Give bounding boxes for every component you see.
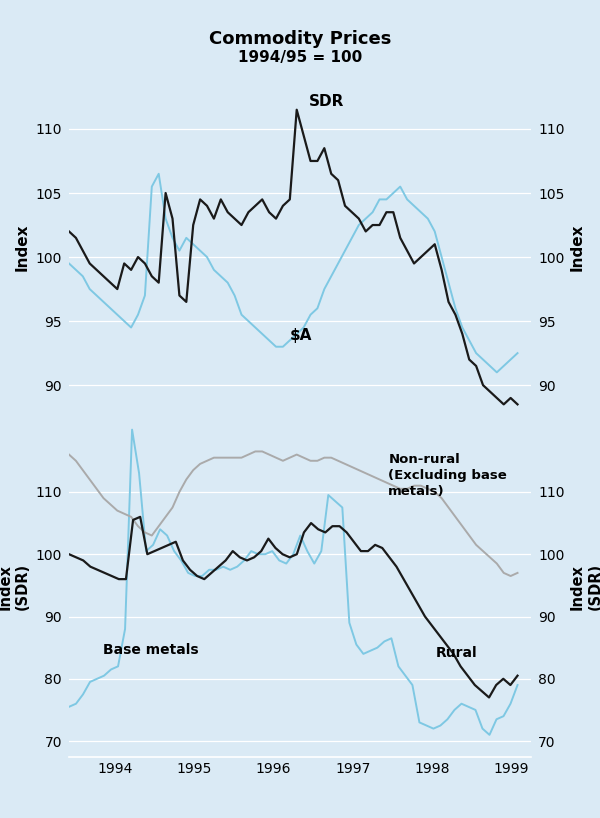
Text: Rural: Rural <box>436 646 478 660</box>
Text: SDR: SDR <box>309 94 344 109</box>
Text: $A: $A <box>289 328 311 344</box>
Text: Base metals: Base metals <box>103 643 199 657</box>
Y-axis label: Index
(SDR): Index (SDR) <box>0 564 30 610</box>
Text: Commodity Prices: Commodity Prices <box>209 30 391 48</box>
Y-axis label: Index
(SDR): Index (SDR) <box>570 564 600 610</box>
Text: 1994/95 = 100: 1994/95 = 100 <box>238 50 362 65</box>
Text: Non-rural
(Excluding base
metals): Non-rural (Excluding base metals) <box>388 453 507 498</box>
Y-axis label: Index: Index <box>15 223 30 272</box>
Y-axis label: Index: Index <box>570 223 585 272</box>
